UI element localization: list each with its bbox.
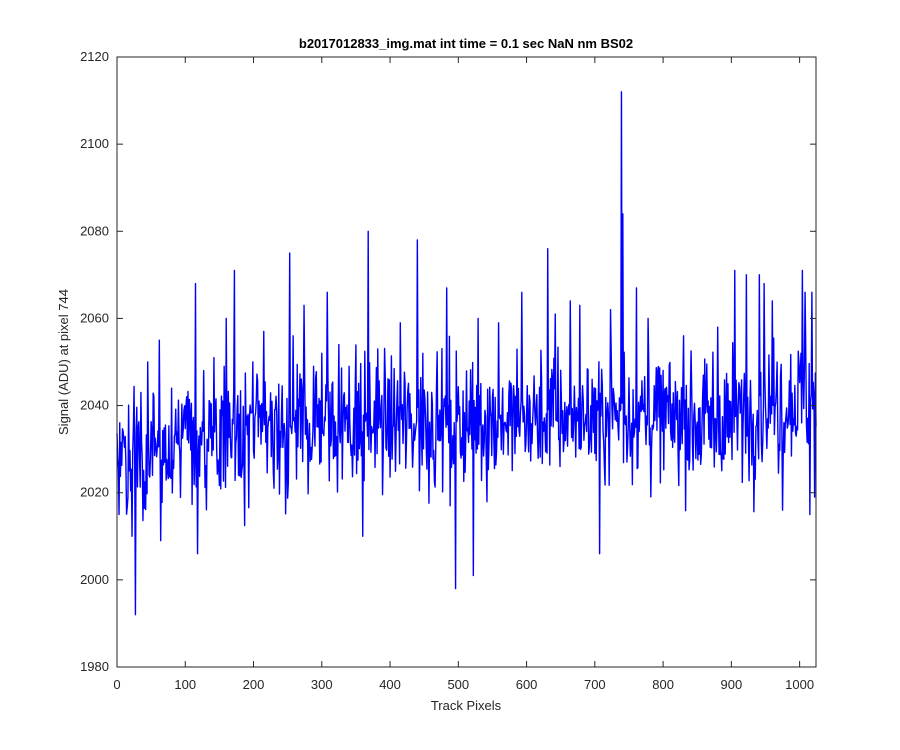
x-tick-label: 300 xyxy=(311,677,333,692)
y-tick-label: 2020 xyxy=(80,485,109,500)
x-tick-label: 800 xyxy=(652,677,674,692)
x-tick-label: 400 xyxy=(379,677,401,692)
x-tick-label: 0 xyxy=(113,677,120,692)
x-axis-label: Track Pixels xyxy=(431,698,502,713)
x-tick-label: 200 xyxy=(243,677,265,692)
y-axis-label: Signal (ADU) at pixel 744 xyxy=(56,289,71,435)
y-axis: 1980 2000 2020 2040 2060 2080 2100 2120 xyxy=(80,49,816,674)
y-tick-label: 1980 xyxy=(80,659,109,674)
signal-series-line xyxy=(116,91,817,616)
x-tick-label: 500 xyxy=(447,677,469,692)
y-tick-label: 2060 xyxy=(80,310,109,325)
x-tick-label: 1000 xyxy=(785,677,814,692)
x-tick-label: 900 xyxy=(721,677,743,692)
x-tick-label: 600 xyxy=(516,677,538,692)
y-tick-label: 2100 xyxy=(80,136,109,151)
plot-background xyxy=(117,57,816,667)
x-tick-label: 100 xyxy=(174,677,196,692)
y-tick-label: 2080 xyxy=(80,223,109,238)
plot-area: 0 100 200 300 400 500 600 700 800 900 1000 1980 200… xyxy=(80,49,817,692)
y-tick-label: 2000 xyxy=(80,572,109,587)
y-tick-label: 2120 xyxy=(80,49,109,64)
chart-title: b2017012833_img.mat int time = 0.1 sec N… xyxy=(299,36,633,51)
y-tick-label: 2040 xyxy=(80,398,109,413)
x-axis: 0 100 200 300 400 500 600 700 800 900 1000 xyxy=(113,57,814,692)
plot-frame xyxy=(116,56,817,668)
x-tick-label: 700 xyxy=(584,677,606,692)
series-layer xyxy=(116,91,817,616)
